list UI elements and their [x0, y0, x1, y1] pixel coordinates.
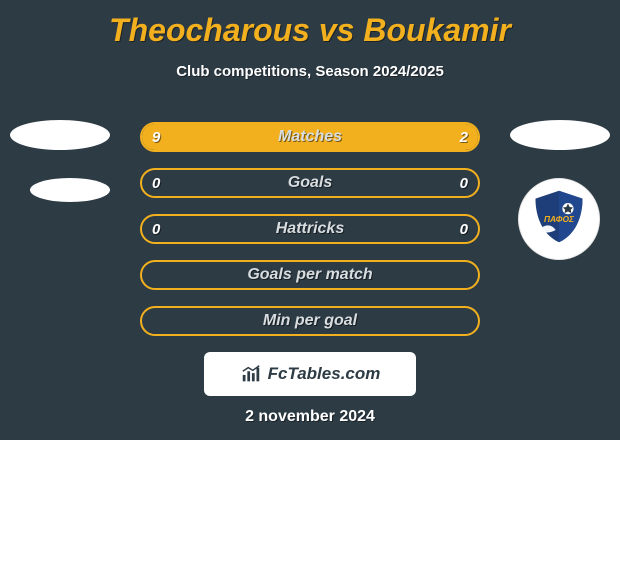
stat-label: Hattricks [142, 216, 478, 242]
stat-row: 00Hattricks [140, 214, 480, 244]
page-subtitle: Club competitions, Season 2024/2025 [0, 63, 620, 80]
stat-label: Goals [142, 170, 478, 196]
player-photo-left [10, 120, 110, 150]
site-logo: FcTables.com [204, 352, 416, 396]
player-photo-right [510, 120, 610, 150]
stat-row: 92Matches [140, 122, 480, 152]
stat-label: Goals per match [142, 262, 478, 288]
comparison-card: Theocharous vs Boukamir Club competition… [0, 0, 620, 440]
shield-icon: ΠΑΦΟΣ [531, 189, 587, 245]
footer-date: 2 november 2024 [0, 408, 620, 426]
page-title: Theocharous vs Boukamir [0, 0, 620, 49]
stat-row: 00Goals [140, 168, 480, 198]
stat-label: Min per goal [142, 308, 478, 334]
team-badge-right: ΠΑΦΟΣ [518, 178, 600, 260]
stat-row: Min per goal [140, 306, 480, 336]
chart-icon [240, 363, 262, 385]
svg-text:ΠΑΦΟΣ: ΠΑΦΟΣ [544, 214, 575, 224]
stat-label: Matches [142, 124, 478, 150]
stat-rows: 92Matches 00Goals 00Hattricks Goals per mat… [140, 122, 480, 352]
site-logo-text: FcTables.com [268, 364, 381, 384]
player-logo-left [30, 178, 110, 202]
stat-row: Goals per match [140, 260, 480, 290]
